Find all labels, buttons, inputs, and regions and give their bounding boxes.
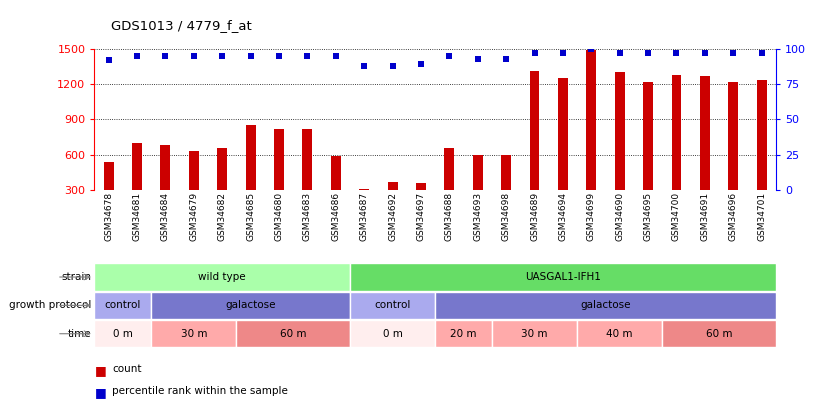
Bar bbox=[103, 162, 113, 190]
Bar bbox=[663, 320, 776, 347]
Bar bbox=[151, 292, 350, 319]
Bar bbox=[132, 143, 142, 190]
Bar bbox=[577, 320, 663, 347]
Bar bbox=[236, 320, 350, 347]
Bar bbox=[350, 263, 776, 291]
Bar bbox=[435, 292, 776, 319]
Text: 0 m: 0 m bbox=[112, 329, 133, 339]
Text: 30 m: 30 m bbox=[521, 329, 548, 339]
Bar bbox=[94, 320, 151, 347]
Bar bbox=[245, 125, 255, 190]
Text: wild type: wild type bbox=[199, 272, 246, 282]
Bar bbox=[388, 182, 397, 190]
Text: 40 m: 40 m bbox=[607, 329, 633, 339]
Point bbox=[358, 62, 371, 69]
Text: 60 m: 60 m bbox=[280, 329, 306, 339]
Point bbox=[641, 50, 654, 56]
Bar bbox=[473, 155, 483, 190]
Bar bbox=[350, 320, 435, 347]
Point bbox=[415, 61, 428, 67]
Text: 60 m: 60 m bbox=[706, 329, 732, 339]
Bar bbox=[94, 292, 151, 319]
Point bbox=[443, 53, 456, 59]
Text: ■: ■ bbox=[94, 386, 106, 399]
Text: count: count bbox=[112, 364, 142, 374]
Text: galactose: galactose bbox=[580, 301, 631, 310]
Text: 30 m: 30 m bbox=[181, 329, 207, 339]
Bar bbox=[160, 145, 171, 190]
Point bbox=[102, 57, 115, 63]
Point bbox=[699, 50, 712, 56]
Point bbox=[329, 53, 342, 59]
Text: 20 m: 20 m bbox=[450, 329, 477, 339]
Text: strain: strain bbox=[61, 272, 91, 282]
Text: ■: ■ bbox=[94, 364, 106, 377]
Point bbox=[471, 55, 484, 62]
Bar bbox=[435, 320, 492, 347]
Bar bbox=[416, 183, 426, 190]
Bar bbox=[586, 50, 596, 190]
Bar bbox=[189, 151, 199, 190]
Bar bbox=[218, 148, 227, 190]
Text: control: control bbox=[374, 301, 410, 310]
Bar bbox=[151, 320, 236, 347]
Point bbox=[300, 53, 314, 59]
Bar bbox=[643, 82, 653, 190]
Text: GDS1013 / 4779_f_at: GDS1013 / 4779_f_at bbox=[111, 19, 251, 32]
Point bbox=[755, 50, 768, 56]
Point bbox=[273, 53, 286, 59]
Bar bbox=[350, 292, 435, 319]
Bar bbox=[672, 75, 681, 190]
Bar bbox=[699, 77, 710, 190]
Text: growth protocol: growth protocol bbox=[9, 301, 91, 310]
Bar bbox=[501, 155, 511, 190]
Point bbox=[613, 50, 626, 56]
Bar bbox=[615, 72, 625, 190]
Text: percentile rank within the sample: percentile rank within the sample bbox=[112, 386, 288, 396]
Bar bbox=[757, 80, 767, 190]
Bar bbox=[558, 78, 568, 190]
Point bbox=[499, 55, 512, 62]
Bar bbox=[444, 148, 454, 190]
Text: time: time bbox=[67, 329, 91, 339]
Point bbox=[585, 45, 598, 52]
Bar bbox=[302, 129, 312, 190]
Point bbox=[386, 62, 399, 69]
Text: galactose: galactose bbox=[225, 301, 276, 310]
Text: UASGAL1-IFH1: UASGAL1-IFH1 bbox=[525, 272, 601, 282]
Bar bbox=[94, 263, 350, 291]
Bar bbox=[492, 320, 577, 347]
Bar bbox=[728, 82, 738, 190]
Point bbox=[187, 53, 200, 59]
Bar bbox=[331, 156, 341, 190]
Text: control: control bbox=[104, 301, 141, 310]
Bar bbox=[530, 71, 539, 190]
Point bbox=[557, 50, 570, 56]
Point bbox=[528, 50, 541, 56]
Point bbox=[158, 53, 172, 59]
Bar bbox=[274, 129, 284, 190]
Point bbox=[670, 50, 683, 56]
Point bbox=[216, 53, 229, 59]
Text: 0 m: 0 m bbox=[383, 329, 402, 339]
Point bbox=[244, 53, 257, 59]
Point bbox=[727, 50, 740, 56]
Bar bbox=[359, 189, 369, 190]
Point bbox=[131, 53, 144, 59]
